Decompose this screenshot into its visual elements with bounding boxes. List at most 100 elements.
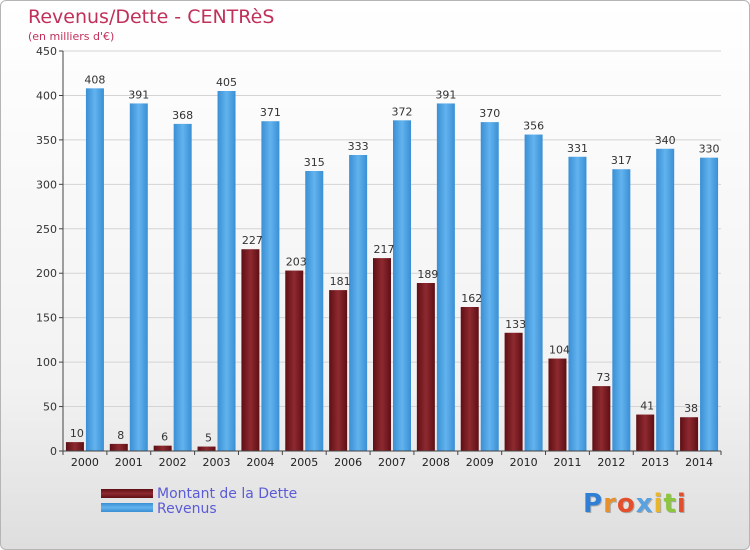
- data-label-debt: 104: [549, 344, 570, 357]
- data-label-debt: 189: [417, 268, 438, 281]
- legend-swatch-revenus: [101, 503, 153, 512]
- bar-revenus: [261, 121, 280, 451]
- data-label-debt: 227: [242, 234, 263, 247]
- data-label-debt: 5: [205, 432, 212, 445]
- bar-debt: [109, 443, 128, 451]
- data-label-debt: 203: [286, 256, 307, 269]
- data-label-revenus: 330: [699, 143, 720, 156]
- bar-debt: [504, 332, 523, 451]
- data-label-debt: 162: [461, 292, 482, 305]
- y-tick-label: 450: [36, 45, 57, 58]
- logo-letter: t: [663, 489, 677, 519]
- y-tick-label: 300: [36, 178, 57, 191]
- y-tick-label: 400: [36, 89, 57, 102]
- x-tick-label: 2001: [115, 456, 143, 469]
- legend-label-debt: Montant de la Dette: [157, 486, 298, 502]
- y-tick-label: 350: [36, 134, 57, 147]
- chart-subtitle: (en milliers d'€): [28, 30, 115, 43]
- data-label-revenus: 371: [260, 106, 281, 119]
- legend-swatch-debt: [101, 489, 153, 498]
- data-label-revenus: 331: [567, 142, 588, 155]
- bar-debt: [285, 270, 304, 451]
- y-tick-label: 0: [50, 445, 57, 458]
- bar-revenus: [217, 91, 236, 451]
- legend-label-revenus: Revenus: [157, 501, 217, 517]
- data-label-revenus: 317: [611, 154, 632, 167]
- data-label-revenus: 405: [216, 76, 237, 89]
- data-label-debt: 8: [117, 429, 124, 442]
- x-tick-label: 2014: [685, 456, 713, 469]
- data-label-revenus: 391: [435, 88, 456, 101]
- bar-debt: [680, 417, 699, 451]
- data-label-debt: 41: [640, 400, 654, 413]
- data-label-debt: 73: [596, 371, 610, 384]
- y-tick-label: 150: [36, 312, 57, 325]
- data-label-revenus: 315: [304, 156, 325, 169]
- data-label-debt: 6: [161, 431, 168, 444]
- data-label-debt: 10: [70, 427, 84, 440]
- data-label-revenus: 370: [479, 107, 500, 120]
- bar-debt: [197, 446, 216, 451]
- y-tick-label: 250: [36, 223, 57, 236]
- x-tick-label: 2012: [597, 456, 625, 469]
- data-label-revenus: 391: [128, 88, 149, 101]
- x-tick-label: 2003: [203, 456, 231, 469]
- proxiti-logo: Proxiti: [583, 489, 687, 519]
- bar-debt: [329, 290, 348, 451]
- logo-letter: r: [603, 489, 617, 519]
- x-tick-label: 2005: [290, 456, 318, 469]
- data-label-debt: 217: [374, 243, 395, 256]
- bar-revenus: [700, 157, 719, 451]
- data-label-revenus: 333: [348, 140, 369, 153]
- data-label-debt: 181: [330, 275, 351, 288]
- x-tick-label: 2006: [334, 456, 362, 469]
- data-label-debt: 133: [505, 318, 526, 331]
- bar-revenus: [349, 155, 368, 451]
- data-label-revenus: 368: [172, 109, 193, 122]
- bar-revenus: [85, 88, 104, 451]
- bar-revenus: [480, 122, 499, 451]
- bar-revenus: [436, 103, 455, 451]
- bar-debt: [241, 249, 260, 451]
- bar-debt: [548, 358, 567, 451]
- x-tick-label: 2002: [159, 456, 187, 469]
- logo-letter: i: [653, 489, 664, 519]
- bar-revenus: [173, 123, 192, 451]
- data-label-debt: 38: [684, 402, 698, 415]
- x-tick-label: 2007: [378, 456, 406, 469]
- x-tick-label: 2010: [510, 456, 538, 469]
- bar-revenus: [656, 148, 675, 451]
- logo-letter: x: [635, 489, 654, 519]
- logo-letter: i: [676, 489, 687, 519]
- bar-debt: [153, 445, 172, 451]
- x-tick-label: 2009: [466, 456, 494, 469]
- bar-revenus: [305, 171, 324, 451]
- x-tick-label: 2008: [422, 456, 450, 469]
- bar-debt: [373, 258, 391, 451]
- bar-debt: [65, 442, 84, 451]
- bar-debt: [416, 283, 435, 451]
- x-tick-label: 2004: [246, 456, 274, 469]
- y-tick-label: 100: [36, 356, 57, 369]
- bar-debt: [592, 386, 611, 451]
- logo-letter: o: [616, 489, 636, 519]
- bar-revenus: [612, 169, 631, 451]
- y-tick-label: 50: [43, 401, 57, 414]
- data-label-revenus: 408: [84, 73, 105, 86]
- bar-revenus: [524, 134, 543, 452]
- data-label-revenus: 340: [655, 134, 676, 147]
- x-tick-label: 2000: [71, 456, 99, 469]
- data-label-revenus: 356: [523, 120, 544, 133]
- data-label-revenus: 372: [392, 105, 413, 118]
- bar-debt: [636, 414, 655, 451]
- x-tick-label: 2011: [553, 456, 581, 469]
- bar-revenus: [568, 156, 587, 451]
- logo-letter: P: [583, 489, 604, 519]
- bar-revenus: [393, 120, 411, 451]
- y-tick-label: 200: [36, 267, 57, 280]
- x-tick-label: 2013: [641, 456, 669, 469]
- bar-debt: [460, 307, 479, 451]
- bar-revenus: [129, 103, 148, 451]
